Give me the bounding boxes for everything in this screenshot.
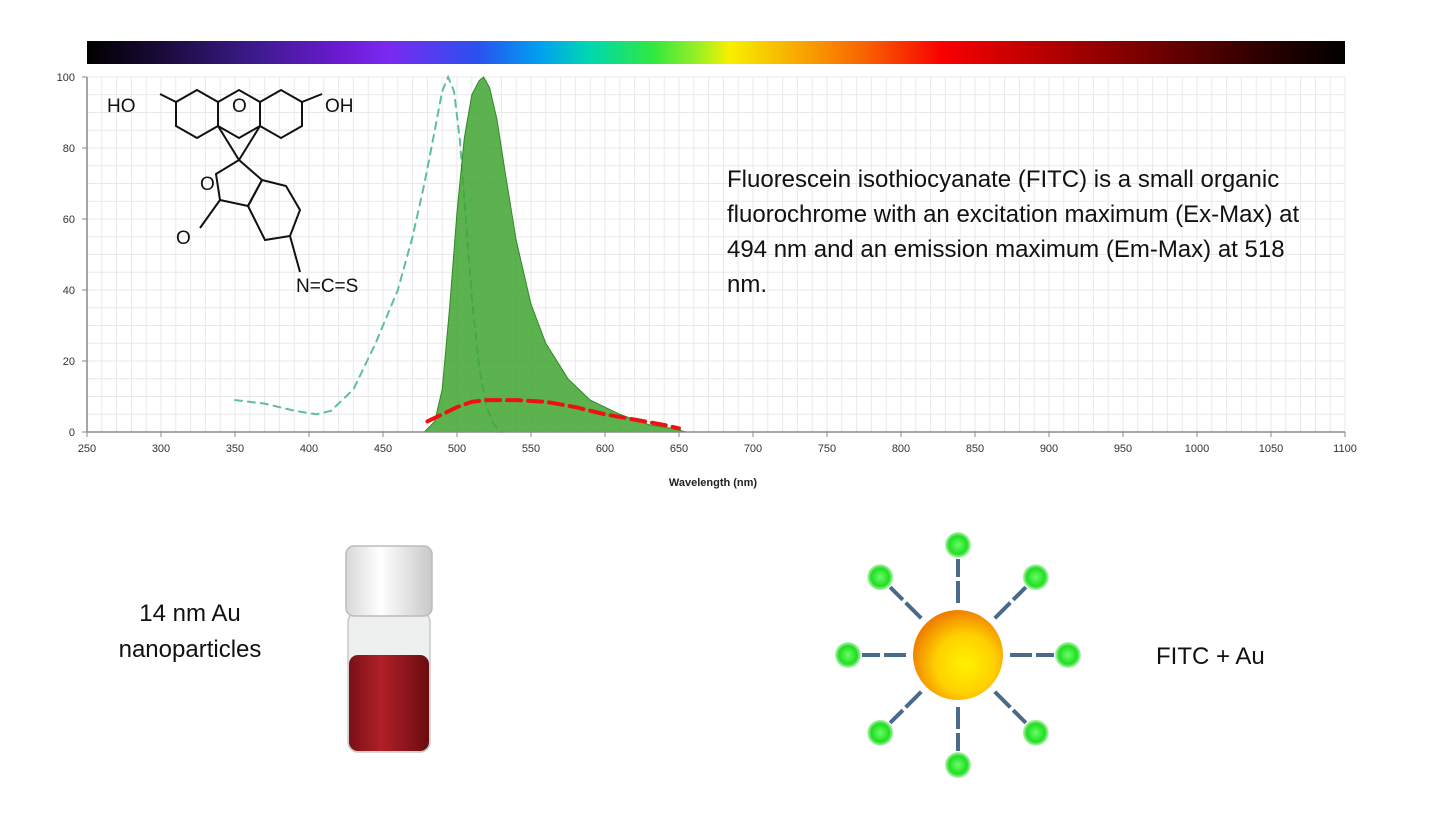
carbonyl-bond	[199, 199, 221, 229]
fitc-dye-particle	[835, 642, 861, 668]
fitc-dye-particle	[867, 719, 894, 746]
fitc-dye-particle	[1022, 719, 1049, 746]
conjugate-emission-line	[425, 398, 681, 431]
isothiocyanate-label: N=C=S	[296, 276, 358, 297]
x-tick-label: 450	[374, 443, 392, 455]
x-tick-label: 850	[966, 443, 984, 455]
y-tick-label: 20	[63, 356, 75, 368]
x-tick-label: 650	[670, 443, 688, 455]
gold-core	[913, 610, 1003, 700]
x-tick-label: 400	[300, 443, 318, 455]
ho-label: HO	[107, 96, 136, 117]
fitc-au-conjugate	[835, 532, 1081, 778]
y-tick-label: 60	[63, 214, 75, 226]
au-nanoparticle-vial	[345, 545, 433, 753]
x-tick-label: 700	[744, 443, 762, 455]
vial-cap	[345, 545, 433, 617]
y-tick-label: 100	[57, 72, 75, 84]
x-tick-label: 750	[818, 443, 836, 455]
x-tick-label: 300	[152, 443, 170, 455]
vial-label-line-1: 14 nm Au	[139, 600, 241, 627]
lactone-oxygen-label: O	[200, 174, 215, 195]
x-axis-title: Wavelength (nm)	[669, 477, 758, 489]
spiro-bond-right	[238, 125, 261, 161]
linker	[888, 585, 923, 620]
x-tick-label: 500	[448, 443, 466, 455]
lactone-ring	[214, 158, 264, 208]
spiro-bond-left	[217, 125, 240, 161]
xanthene-right-ring	[259, 88, 303, 140]
xanthene-oxygen-label: O	[232, 96, 247, 117]
chart-grid	[86, 76, 1346, 433]
x-tick-label: 600	[596, 443, 614, 455]
y-tick-label: 40	[63, 285, 75, 297]
oh-bond	[301, 93, 323, 103]
x-tick-label: 250	[78, 443, 96, 455]
x-tick-label: 800	[892, 443, 910, 455]
x-tick-label: 350	[226, 443, 244, 455]
x-tick-label: 950	[1114, 443, 1132, 455]
chart-axes: 250 300 350 400 450 500 550 600 650 700 750 800 850 9…	[57, 72, 1357, 455]
oh-label: OH	[325, 96, 354, 117]
fitc-structure: HO O OH O O N=C=S	[107, 88, 358, 297]
vial-label-line-2: nanoparticles	[118, 636, 262, 663]
fitc-dye-particle	[945, 532, 971, 558]
x-tick-label: 1050	[1259, 443, 1283, 455]
linker	[888, 690, 923, 725]
linker	[993, 585, 1028, 620]
ho-bond	[159, 93, 177, 103]
y-tick-label: 80	[63, 143, 75, 155]
benzene-ring	[246, 178, 302, 242]
isothiocyanate-bond	[289, 235, 301, 273]
fitc-dye-particle	[867, 564, 894, 591]
fitc-description: Fluorescein isothiocyanate (FITC) is a s…	[727, 166, 1300, 298]
vial-liquid	[349, 655, 429, 751]
spectrum-color-bar	[87, 41, 1345, 64]
fitc-dye-particle	[945, 752, 971, 778]
carbonyl-oxygen-label: O	[176, 228, 191, 249]
x-tick-label: 1100	[1333, 443, 1357, 455]
linker	[993, 690, 1028, 725]
chart-series	[234, 74, 687, 433]
x-tick-label: 1000	[1185, 443, 1209, 455]
conjugate-label: FITC + Au	[1156, 643, 1265, 670]
xanthene-left-ring	[175, 88, 219, 140]
x-tick-label: 900	[1040, 443, 1058, 455]
x-tick-label: 550	[522, 443, 540, 455]
fitc-dye-particle	[1055, 642, 1081, 668]
y-tick-label: 0	[69, 427, 75, 439]
fitc-dye-particle	[1022, 564, 1049, 591]
vial-label: 14 nm Au nanoparticles	[80, 596, 300, 668]
